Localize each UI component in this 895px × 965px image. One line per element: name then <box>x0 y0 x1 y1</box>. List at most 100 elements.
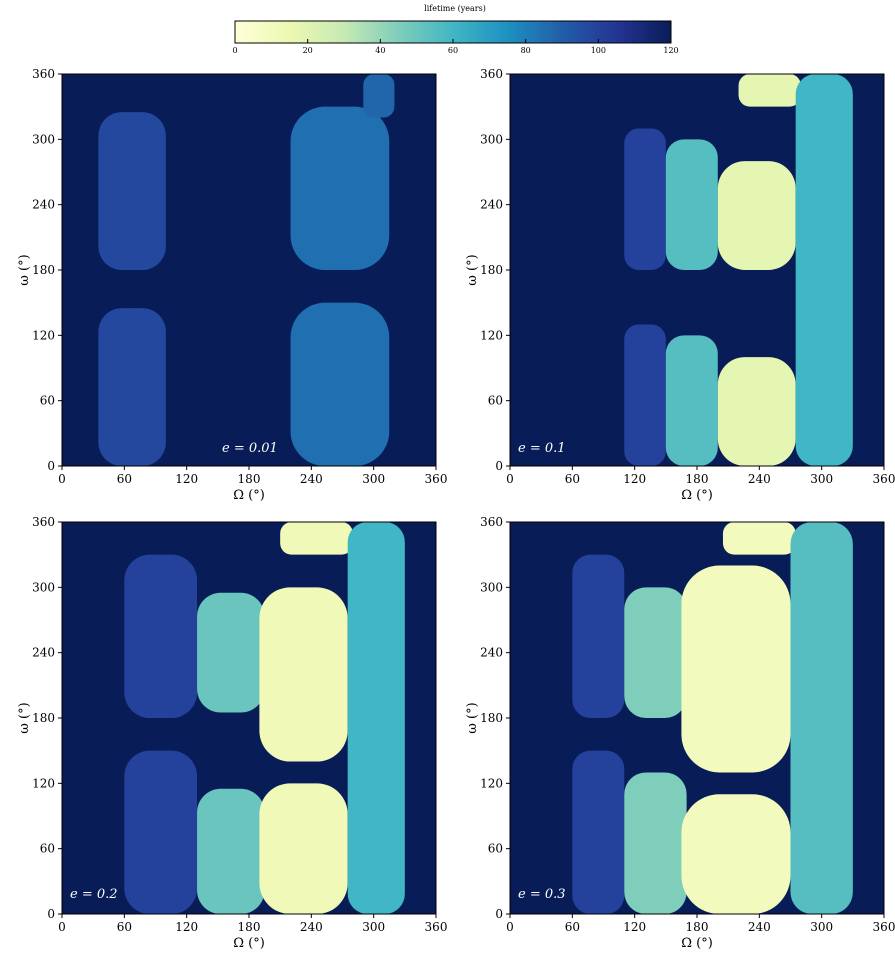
colorbar: lifetime (years) 0 20 40 60 80 100 120 <box>232 4 678 55</box>
heatmap-region <box>681 565 791 773</box>
heatmap-region <box>795 74 853 466</box>
heatmap-region <box>665 139 718 270</box>
heatmap-region <box>197 788 265 914</box>
y-tick-label: 0 <box>495 907 503 921</box>
heatmap-region <box>717 161 796 270</box>
y-tick-label: 120 <box>32 776 55 790</box>
x-tick-label: 0 <box>58 472 66 486</box>
x-axis-label: Ω (°) <box>233 488 265 503</box>
colorbar-tick-label: 120 <box>663 46 678 55</box>
colorbar-tick-label: 20 <box>303 46 313 55</box>
x-tick-label: 240 <box>300 472 323 486</box>
heatmap-region <box>347 522 405 914</box>
heatmap-region <box>290 302 390 466</box>
y-tick-label: 120 <box>480 328 503 342</box>
heatmap-region <box>280 522 353 555</box>
heatmap-region <box>717 357 796 466</box>
colorbar-tick-label: 40 <box>375 46 385 55</box>
y-tick-label: 300 <box>480 580 503 594</box>
x-tick-label: 120 <box>175 472 198 486</box>
x-tick-label: 120 <box>623 472 646 486</box>
x-tick-label: 60 <box>117 472 132 486</box>
y-tick-label: 0 <box>47 459 55 473</box>
y-tick-label: 300 <box>32 132 55 146</box>
x-tick-label: 360 <box>873 920 895 934</box>
y-tick-label: 60 <box>40 394 55 408</box>
heatmap-region <box>681 794 791 914</box>
heatmap-region <box>722 522 796 555</box>
heatmap-region <box>624 587 687 718</box>
x-tick-label: 300 <box>810 472 833 486</box>
heatmap-region <box>572 750 625 914</box>
x-tick-label: 0 <box>58 920 66 934</box>
y-tick-label: 360 <box>32 67 55 81</box>
x-tick-label: 180 <box>238 920 261 934</box>
y-tick-label: 180 <box>480 711 503 725</box>
heatmap-region <box>259 783 348 914</box>
colorbar-ticks: 0 20 40 60 80 100 120 <box>232 39 679 55</box>
y-tick-label: 120 <box>480 776 503 790</box>
y-tick-label: 180 <box>32 263 55 277</box>
y-tick-label: 120 <box>32 328 55 342</box>
panel-e-0.01: 0 60 120 180 240 300 360 0 60 120 180 240 300 360 Ω (°… <box>17 67 447 503</box>
eccentricity-annotation: e = 0.2 <box>70 887 118 902</box>
x-tick-label: 0 <box>506 472 514 486</box>
heatmap-region <box>738 74 801 107</box>
heatmap-region <box>98 112 166 270</box>
colorbar-tick-label: 60 <box>448 46 458 55</box>
y-tick-label: 60 <box>40 842 55 856</box>
y-tick-label: 60 <box>488 842 503 856</box>
x-axis-label: Ω (°) <box>681 936 713 951</box>
y-tick-label: 300 <box>480 132 503 146</box>
heatmap-region <box>259 587 348 762</box>
x-tick-label: 180 <box>686 472 709 486</box>
colorbar-tick-label: 80 <box>521 46 531 55</box>
eccentricity-annotation: e = 0.1 <box>518 441 566 456</box>
y-tick-label: 180 <box>32 711 55 725</box>
colorbar-tick-label: 100 <box>591 46 606 55</box>
y-tick-label: 360 <box>480 515 503 529</box>
panel-e-0.3: 0 60 120 180 240 300 360 0 60 120 180 240 300 360 Ω (°… <box>465 515 895 951</box>
eccentricity-annotation: e = 0.01 <box>222 441 278 456</box>
y-tick-label: 0 <box>47 907 55 921</box>
heatmap-region <box>572 554 625 718</box>
x-tick-label: 300 <box>362 472 385 486</box>
colorbar-tick-label: 0 <box>232 46 237 55</box>
y-tick-label: 360 <box>32 515 55 529</box>
heatmap-region <box>790 522 853 914</box>
y-axis-label: ω (°) <box>465 702 480 733</box>
x-tick-label: 120 <box>623 920 646 934</box>
x-tick-label: 360 <box>425 472 448 486</box>
x-axis-label: Ω (°) <box>681 488 713 503</box>
x-tick-label: 180 <box>238 472 261 486</box>
x-tick-label: 60 <box>117 920 132 934</box>
heatmap-region <box>290 106 390 271</box>
y-tick-label: 240 <box>480 198 503 212</box>
x-tick-label: 0 <box>506 920 514 934</box>
y-axis-label: ω (°) <box>17 254 32 285</box>
heatmap-region <box>363 74 395 118</box>
x-tick-label: 240 <box>300 920 323 934</box>
heatmap-region <box>665 335 718 466</box>
y-tick-label: 360 <box>480 67 503 81</box>
panel-e-0.2: 0 60 120 180 240 300 360 0 60 120 180 240 300 360 Ω (°… <box>17 515 447 951</box>
x-tick-label: 180 <box>686 920 709 934</box>
x-tick-label: 300 <box>362 920 385 934</box>
heatmap-region <box>124 750 198 914</box>
y-tick-label: 180 <box>480 263 503 277</box>
y-axis-label: ω (°) <box>465 254 480 285</box>
y-tick-label: 240 <box>32 646 55 660</box>
heatmap-region <box>98 308 166 466</box>
x-tick-label: 60 <box>565 472 580 486</box>
x-tick-label: 240 <box>748 472 771 486</box>
y-tick-label: 240 <box>480 646 503 660</box>
y-tick-label: 240 <box>32 198 55 212</box>
heatmap-region <box>124 554 198 718</box>
heatmap-region <box>624 324 666 466</box>
heatmap-region <box>197 592 265 713</box>
x-tick-label: 300 <box>810 920 833 934</box>
x-axis-label: Ω (°) <box>233 936 265 951</box>
x-tick-label: 360 <box>873 472 895 486</box>
heatmap-region <box>624 772 687 914</box>
y-tick-label: 0 <box>495 459 503 473</box>
